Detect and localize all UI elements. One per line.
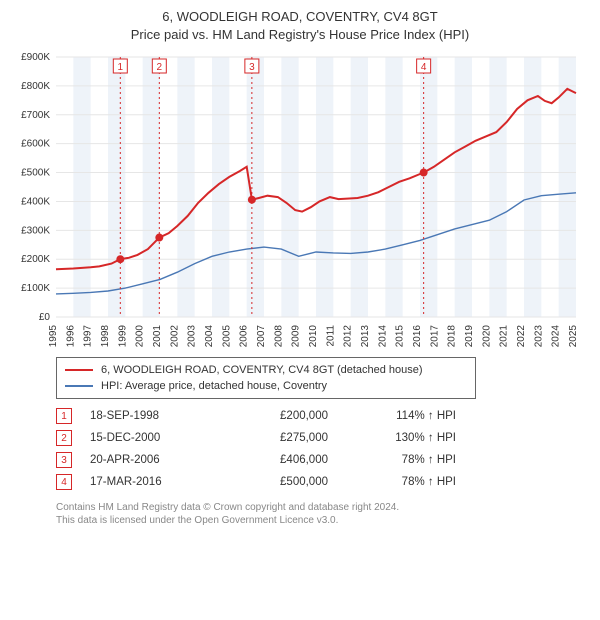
svg-text:£500K: £500K [21,168,50,179]
legend-label: 6, WOODLEIGH ROAD, COVENTRY, CV4 8GT (de… [101,364,423,376]
svg-text:2021: 2021 [499,325,510,348]
svg-text:2019: 2019 [464,325,475,348]
chart-title-line1: 6, WOODLEIGH ROAD, COVENTRY, CV4 8GT [12,8,588,26]
svg-text:2025: 2025 [568,325,579,348]
table-row: 4 17-MAR-2016 £500,000 78% ↑ HPI [56,471,588,493]
svg-text:2002: 2002 [169,325,180,348]
sale-price: £200,000 [228,410,328,422]
sale-price: £406,000 [228,454,328,466]
svg-text:£600K: £600K [21,139,50,150]
svg-text:2003: 2003 [187,325,198,348]
svg-text:1995: 1995 [48,325,59,348]
svg-text:2017: 2017 [429,325,440,348]
svg-text:2020: 2020 [481,325,492,348]
svg-text:£100K: £100K [21,283,50,294]
sale-marker-badge: 3 [56,452,72,468]
sale-date: 18-SEP-1998 [90,410,210,422]
sale-marker-badge: 4 [56,474,72,490]
table-row: 3 20-APR-2006 £406,000 78% ↑ HPI [56,449,588,471]
legend-swatch-hpi [65,385,93,387]
footer-line: Contains HM Land Registry data © Crown c… [56,501,588,514]
svg-text:1998: 1998 [100,325,111,348]
footer-line: This data is licensed under the Open Gov… [56,514,588,527]
chart-title-block: 6, WOODLEIGH ROAD, COVENTRY, CV4 8GT Pri… [12,8,588,43]
legend: 6, WOODLEIGH ROAD, COVENTRY, CV4 8GT (de… [56,357,476,399]
svg-text:2015: 2015 [395,325,406,348]
svg-text:2004: 2004 [204,325,215,348]
svg-text:2009: 2009 [291,325,302,348]
table-row: 2 15-DEC-2000 £275,000 130% ↑ HPI [56,427,588,449]
legend-item: 6, WOODLEIGH ROAD, COVENTRY, CV4 8GT (de… [65,362,467,378]
svg-text:£400K: £400K [21,197,50,208]
sale-pct: 78% ↑ HPI [346,476,456,488]
svg-text:2014: 2014 [377,325,388,348]
sale-pct: 78% ↑ HPI [346,454,456,466]
svg-text:£700K: £700K [21,110,50,121]
sale-date: 15-DEC-2000 [90,432,210,444]
svg-text:2012: 2012 [343,325,354,348]
svg-text:4: 4 [421,62,427,73]
sale-price: £500,000 [228,476,328,488]
svg-text:2007: 2007 [256,325,267,348]
svg-text:2016: 2016 [412,325,423,348]
footer-attribution: Contains HM Land Registry data © Crown c… [56,501,588,527]
sale-pct: 130% ↑ HPI [346,432,456,444]
svg-text:2024: 2024 [551,325,562,348]
sales-table: 1 18-SEP-1998 £200,000 114% ↑ HPI 2 15-D… [56,405,588,493]
svg-text:2022: 2022 [516,325,527,348]
legend-label: HPI: Average price, detached house, Cove… [101,380,327,392]
sale-pct: 114% ↑ HPI [346,410,456,422]
sale-date: 20-APR-2006 [90,454,210,466]
chart-container: £0 £100K £200K £300K £400K £500K £600K £700K £80… [12,49,588,349]
chart-title-line2: Price paid vs. HM Land Registry's House … [12,26,588,44]
svg-text:2008: 2008 [273,325,284,348]
svg-text:2006: 2006 [239,325,250,348]
sale-marker-badge: 2 [56,430,72,446]
svg-text:2: 2 [157,62,163,73]
svg-text:£0: £0 [39,312,51,323]
svg-text:2018: 2018 [447,325,458,348]
svg-text:2000: 2000 [135,325,146,348]
svg-text:1: 1 [118,62,124,73]
legend-swatch-property [65,369,93,371]
svg-text:1996: 1996 [65,325,76,348]
table-row: 1 18-SEP-1998 £200,000 114% ↑ HPI [56,405,588,427]
svg-text:£300K: £300K [21,225,50,236]
svg-text:2023: 2023 [533,325,544,348]
svg-text:2011: 2011 [325,325,336,347]
svg-text:1997: 1997 [83,325,94,348]
svg-text:£800K: £800K [21,81,50,92]
svg-text:3: 3 [249,62,255,73]
svg-text:2013: 2013 [360,325,371,348]
sale-date: 17-MAR-2016 [90,476,210,488]
svg-text:2001: 2001 [152,325,163,348]
svg-text:£200K: £200K [21,254,50,265]
sale-marker-badge: 1 [56,408,72,424]
svg-text:2005: 2005 [221,325,232,348]
sale-price: £275,000 [228,432,328,444]
svg-text:1999: 1999 [117,325,128,348]
svg-text:£900K: £900K [21,52,50,63]
price-chart: £0 £100K £200K £300K £400K £500K £600K £700K £80… [12,49,588,349]
svg-text:2010: 2010 [308,325,319,348]
legend-item: HPI: Average price, detached house, Cove… [65,378,467,394]
